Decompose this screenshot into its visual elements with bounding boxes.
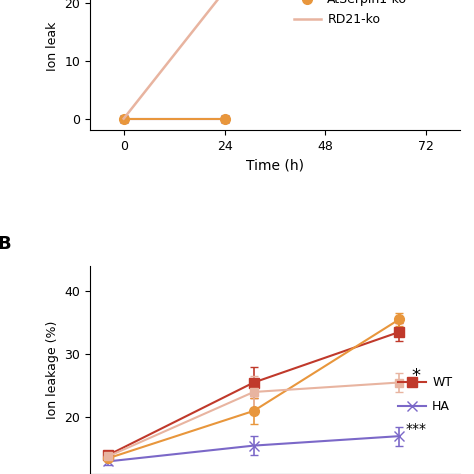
Text: B: B (0, 235, 11, 253)
Y-axis label: Ion leakage (%): Ion leakage (%) (46, 321, 59, 419)
X-axis label: Time (h): Time (h) (246, 158, 304, 173)
Text: ***: *** (405, 421, 426, 436)
Y-axis label: Ion leak: Ion leak (46, 21, 59, 71)
Text: *: * (411, 367, 420, 385)
Legend: WT, HA: WT, HA (393, 371, 457, 419)
Legend: HA, AtSerpin1-ko, RD21-ko: HA, AtSerpin1-ko, RD21-ko (289, 0, 412, 31)
